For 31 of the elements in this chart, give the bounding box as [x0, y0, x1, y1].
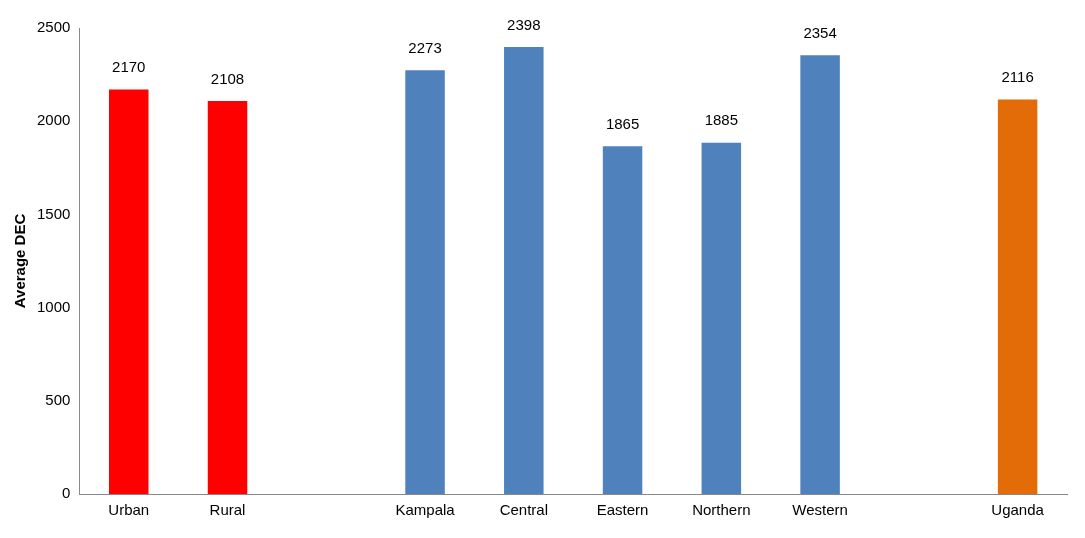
bar	[405, 70, 445, 494]
bar	[207, 101, 248, 494]
bar	[504, 47, 544, 494]
x-tick-label: Urban	[108, 501, 150, 519]
data-label: 1865	[605, 115, 640, 132]
y-tick-label: 1500	[36, 204, 71, 222]
data-label: 2116	[1001, 68, 1034, 86]
x-tick-label: Western	[792, 501, 848, 519]
data-label: 1885	[704, 111, 739, 129]
y-tick-label: 2500	[36, 18, 71, 36]
bar	[109, 89, 149, 494]
data-label: 2398	[507, 15, 541, 33]
data-label: 2170	[112, 58, 146, 76]
x-tick-label: Northern	[692, 501, 751, 519]
bar	[701, 142, 742, 494]
y-tick-label: 2000	[36, 111, 71, 129]
x-tick-label: Uganda	[991, 501, 1045, 519]
x-tick-label: Central	[499, 501, 548, 519]
data-label: 2273	[408, 38, 442, 56]
x-tick-label: Rural	[209, 501, 246, 519]
bar	[602, 146, 643, 494]
data-label: 2108	[210, 69, 245, 87]
y-tick-label: 1000	[36, 297, 71, 315]
y-tick-label: 500	[45, 390, 71, 408]
x-tick-label: Eastern	[596, 501, 649, 519]
data-label: 2354	[803, 23, 837, 41]
bar	[997, 99, 1038, 494]
x-tick-label: Kampala	[395, 501, 456, 519]
bar	[800, 55, 840, 494]
y-axis-title: Average DEC	[11, 213, 29, 309]
y-tick-label: 0	[62, 484, 71, 502]
